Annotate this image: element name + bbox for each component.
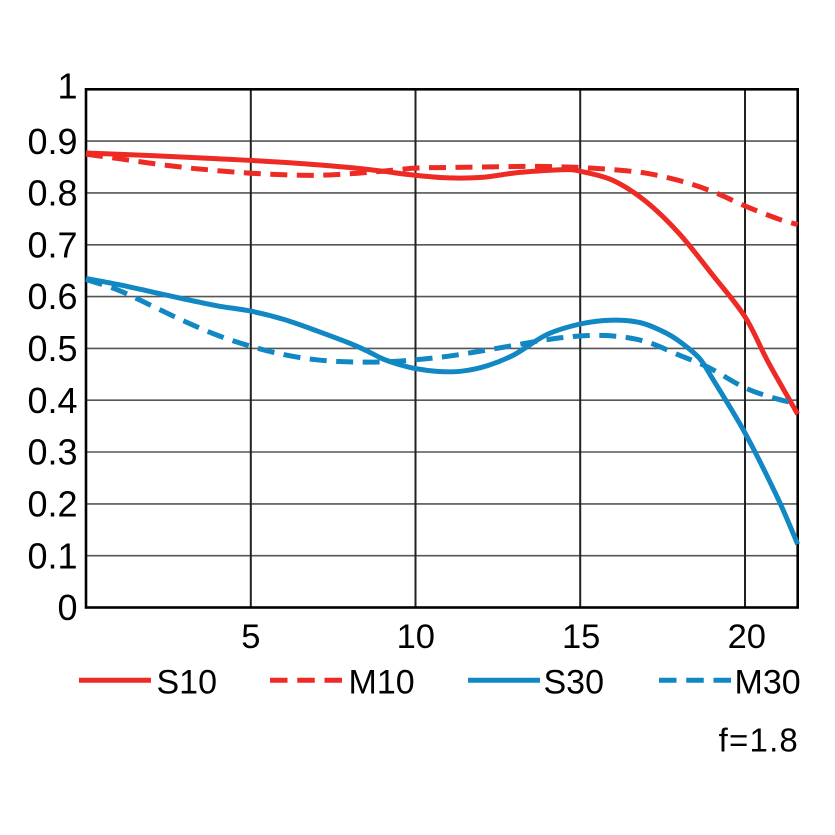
svg-text:0: 0 (57, 587, 77, 628)
svg-text:0.6: 0.6 (27, 276, 77, 317)
svg-text:M30: M30 (735, 664, 801, 702)
svg-text:10: 10 (397, 618, 435, 656)
svg-text:0.2: 0.2 (27, 484, 77, 525)
svg-text:f=1.8: f=1.8 (719, 722, 799, 759)
svg-text:1: 1 (57, 66, 77, 107)
svg-text:0.5: 0.5 (27, 328, 77, 369)
svg-text:0.9: 0.9 (27, 121, 77, 162)
svg-text:S10: S10 (157, 664, 218, 702)
svg-text:S30: S30 (544, 664, 605, 702)
svg-text:5: 5 (241, 618, 260, 656)
svg-text:0.4: 0.4 (27, 380, 77, 421)
svg-text:0.3: 0.3 (27, 432, 77, 473)
svg-text:0.1: 0.1 (27, 535, 77, 576)
svg-text:0.8: 0.8 (27, 173, 77, 214)
svg-text:0.7: 0.7 (27, 224, 77, 265)
svg-text:20: 20 (728, 618, 766, 656)
svg-text:15: 15 (562, 618, 600, 656)
svg-text:M10: M10 (349, 664, 415, 702)
